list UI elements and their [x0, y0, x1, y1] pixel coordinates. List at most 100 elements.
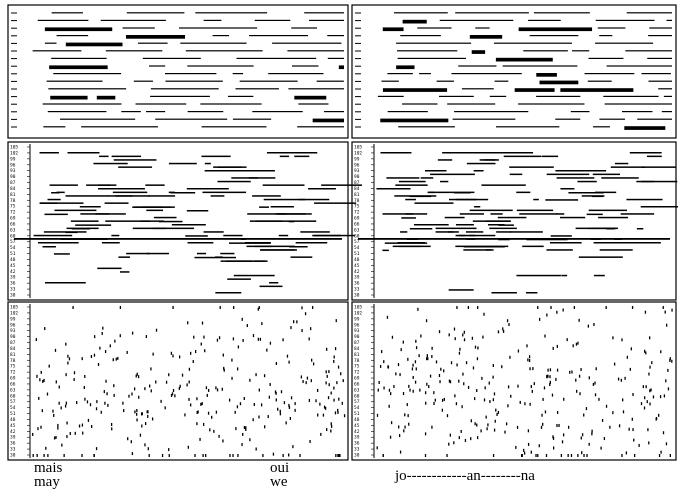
- point: [619, 424, 620, 427]
- point: [557, 411, 558, 414]
- point: [453, 441, 454, 444]
- tick-stub: [11, 58, 17, 59]
- point: [136, 418, 137, 421]
- trace: [50, 96, 87, 100]
- point: [508, 385, 509, 388]
- point: [270, 342, 271, 345]
- point: [658, 414, 659, 417]
- tick-stub: [355, 89, 361, 90]
- trace: [317, 81, 344, 82]
- tick-label: 54: [10, 245, 16, 251]
- tick-stub: [355, 35, 361, 36]
- tick-label: 81: [354, 352, 360, 358]
- point: [459, 348, 460, 351]
- point: [591, 430, 592, 433]
- point: [174, 394, 175, 397]
- point: [651, 361, 652, 364]
- point: [544, 335, 545, 338]
- point: [114, 340, 115, 343]
- point: [326, 348, 327, 351]
- point: [280, 410, 281, 413]
- tick-label: 33: [10, 447, 16, 453]
- point: [535, 454, 536, 457]
- point: [444, 398, 445, 401]
- point: [413, 390, 414, 393]
- point: [334, 355, 335, 358]
- point: [207, 394, 208, 397]
- point: [622, 398, 623, 401]
- tick-label: 90: [354, 334, 360, 340]
- trace: [299, 199, 329, 201]
- point: [557, 369, 558, 372]
- point: [242, 433, 243, 436]
- point: [82, 432, 83, 435]
- point: [482, 336, 483, 339]
- trace: [123, 27, 155, 28]
- point: [254, 403, 255, 406]
- trace: [496, 246, 509, 248]
- trace: [146, 111, 165, 112]
- tick-stub: [11, 127, 17, 128]
- point: [311, 379, 312, 382]
- tick-label: 45: [10, 423, 16, 429]
- trace: [149, 65, 165, 66]
- point: [93, 454, 94, 457]
- point: [42, 380, 43, 383]
- tick-label: 105: [10, 145, 18, 151]
- point: [507, 404, 508, 407]
- point: [242, 318, 243, 321]
- point: [419, 389, 420, 392]
- point: [542, 398, 543, 401]
- point: [632, 393, 633, 396]
- point: [595, 393, 596, 396]
- tick-stub: [355, 13, 361, 14]
- trace: [528, 20, 561, 21]
- tick-stub: [11, 111, 17, 112]
- caption: jo------------an--------na: [394, 468, 535, 484]
- trace: [662, 111, 672, 112]
- point: [151, 389, 152, 392]
- point: [47, 454, 48, 457]
- point: [667, 369, 668, 372]
- panel-frame: [352, 142, 676, 300]
- point: [132, 332, 133, 335]
- point: [567, 338, 568, 341]
- trace: [151, 88, 219, 89]
- point: [650, 388, 651, 391]
- point: [82, 424, 83, 427]
- tick-label: 63: [354, 387, 360, 393]
- point: [231, 359, 232, 362]
- trace: [280, 156, 289, 158]
- point: [261, 403, 262, 406]
- trace: [328, 58, 344, 59]
- point: [596, 367, 597, 370]
- point: [70, 432, 71, 435]
- point: [666, 442, 667, 445]
- point: [74, 371, 75, 374]
- trace: [261, 249, 297, 251]
- point: [187, 321, 188, 324]
- trace: [588, 81, 612, 82]
- point: [547, 369, 548, 372]
- point: [309, 399, 310, 402]
- point: [477, 306, 478, 309]
- trace: [436, 231, 459, 233]
- trace: [599, 119, 625, 120]
- trace: [402, 103, 437, 104]
- point: [309, 440, 310, 443]
- trace: [67, 228, 99, 230]
- point: [282, 338, 283, 341]
- point: [107, 404, 108, 407]
- trace: [300, 231, 329, 233]
- trace: [93, 163, 127, 165]
- trace: [97, 268, 121, 270]
- trace: [572, 50, 589, 51]
- tick-label: 102: [10, 150, 18, 156]
- point: [507, 319, 508, 322]
- point: [586, 407, 587, 410]
- point: [472, 337, 473, 340]
- trace: [204, 20, 222, 21]
- point: [190, 403, 191, 406]
- point: [200, 403, 201, 406]
- point: [649, 389, 650, 392]
